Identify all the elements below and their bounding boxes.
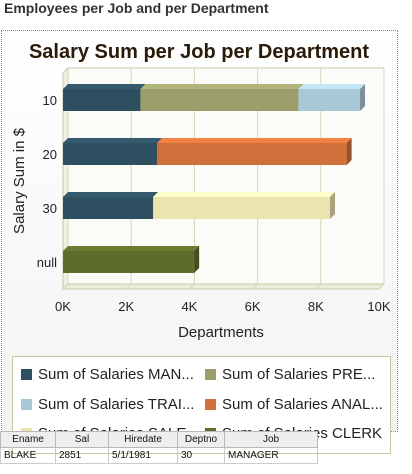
x-tick-label: 10K bbox=[367, 299, 390, 314]
chart-panel: Salary Sum per Job per Department 0K 2K 4K 6… bbox=[1, 30, 398, 454]
legend-label-pre: Sum of Salaries PRE... bbox=[222, 366, 376, 383]
bar-top bbox=[63, 192, 159, 197]
bar-segment bbox=[63, 197, 154, 219]
salary-bar-chart: Salary Sum per Job per Department 0K 2K 4K 6… bbox=[11, 41, 391, 341]
bar-side bbox=[346, 138, 352, 165]
x-tick-label: 0K bbox=[55, 299, 71, 314]
y-tick-label: 30 bbox=[43, 201, 57, 216]
column-header-deptno[interactable]: Deptno bbox=[177, 431, 225, 448]
x-gridline-floor bbox=[125, 283, 132, 290]
bar-top bbox=[63, 84, 146, 89]
legend-swatch-pre bbox=[205, 369, 216, 380]
column-header-ename[interactable]: Ename bbox=[0, 431, 56, 448]
x-tick-label: 8K bbox=[308, 299, 324, 314]
x-gridline-floor bbox=[189, 283, 195, 290]
x-tick-label: 4K bbox=[181, 299, 197, 314]
legend-swatch-trai bbox=[21, 399, 32, 410]
x-gridline-floor bbox=[315, 283, 322, 290]
column-header-hiredate[interactable]: Hiredate bbox=[108, 431, 178, 448]
x-tick-label: 6K bbox=[245, 299, 261, 314]
cell-hiredate: 5/1/1981 bbox=[108, 447, 178, 464]
bar-top bbox=[153, 192, 336, 197]
column-header-job[interactable]: Job bbox=[224, 431, 318, 448]
legend-label-trai: Sum of Salaries TRAI... bbox=[38, 396, 195, 413]
cell-sal: 2851 bbox=[55, 447, 109, 464]
bar-segment bbox=[157, 143, 347, 165]
x-tick-label: 2K bbox=[118, 299, 134, 314]
y-axis-title: Salary Sum in $ bbox=[11, 127, 28, 234]
y-tick-label: 10 bbox=[43, 93, 57, 108]
bar-segment bbox=[63, 143, 158, 165]
x-gridline-floor bbox=[378, 283, 385, 290]
bar-segment bbox=[298, 89, 361, 111]
bar-side bbox=[194, 246, 200, 273]
data-table: Ename Sal Hiredate Deptno Job BLAKE 2851… bbox=[0, 431, 318, 464]
cell-deptno: 30 bbox=[177, 447, 225, 464]
bar-segment bbox=[63, 89, 141, 111]
table-header-row: Ename Sal Hiredate Deptno Job bbox=[0, 431, 318, 448]
legend-swatch-man bbox=[21, 369, 32, 380]
plot-floor bbox=[61, 283, 386, 290]
bar-side bbox=[330, 192, 336, 219]
cell-ename: BLAKE bbox=[0, 447, 56, 464]
bar-top bbox=[140, 84, 304, 89]
legend-item-anal: Sum of Salaries ANAL... bbox=[205, 396, 383, 413]
chart-title: Salary Sum per Job per Department bbox=[29, 41, 369, 63]
bar-top bbox=[157, 138, 352, 143]
table-row[interactable]: BLAKE 2851 5/1/1981 30 MANAGER bbox=[0, 447, 318, 464]
bar-top bbox=[63, 138, 163, 143]
legend-item-man: Sum of Salaries MAN... bbox=[21, 366, 194, 383]
bar-top bbox=[63, 246, 200, 251]
bar-segment bbox=[63, 251, 195, 273]
bar-segment bbox=[140, 89, 299, 111]
section-title: Employees per Job and per Department bbox=[4, 0, 269, 16]
bar-side bbox=[360, 84, 366, 111]
bar-top bbox=[298, 84, 366, 89]
legend-item-pre: Sum of Salaries PRE... bbox=[205, 366, 375, 383]
legend-label-anal: Sum of Salaries ANAL... bbox=[222, 396, 383, 413]
legend-item-trai: Sum of Salaries TRAI... bbox=[21, 396, 194, 413]
y-tick-label: null bbox=[37, 255, 57, 270]
bar-segment bbox=[153, 197, 331, 219]
column-header-sal[interactable]: Sal bbox=[55, 431, 109, 448]
x-gridline-floor bbox=[62, 283, 69, 290]
x-gridline-floor bbox=[252, 283, 258, 290]
y-tick-label: 20 bbox=[43, 147, 57, 162]
cell-job: MANAGER bbox=[224, 447, 318, 464]
legend-label-man: Sum of Salaries MAN... bbox=[38, 366, 194, 383]
legend-swatch-anal bbox=[205, 399, 216, 410]
x-axis-title: Departments bbox=[178, 324, 264, 341]
